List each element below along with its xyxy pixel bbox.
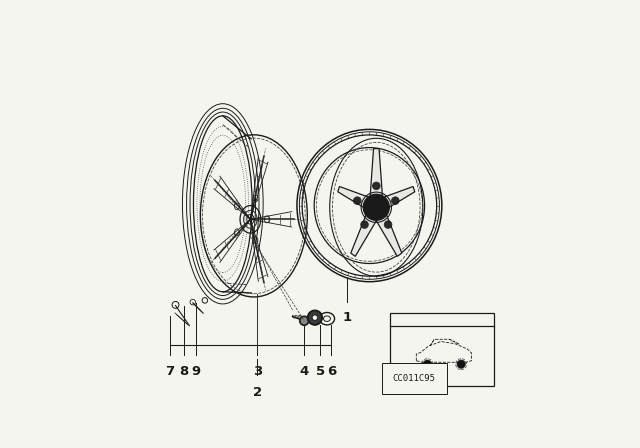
Circle shape (457, 360, 465, 368)
Circle shape (308, 311, 322, 324)
Text: 5: 5 (316, 365, 325, 378)
Polygon shape (369, 149, 383, 207)
Bar (390, 313, 493, 386)
Polygon shape (371, 203, 402, 256)
Text: 6: 6 (327, 365, 336, 378)
Circle shape (385, 221, 391, 228)
Circle shape (362, 221, 367, 228)
Text: 1: 1 (342, 311, 351, 324)
Circle shape (423, 360, 431, 368)
Text: 4: 4 (300, 365, 308, 378)
Text: 2: 2 (253, 386, 262, 399)
Circle shape (392, 198, 399, 204)
Circle shape (354, 198, 360, 204)
Text: 8: 8 (179, 365, 188, 378)
Circle shape (300, 317, 308, 325)
Polygon shape (374, 186, 415, 214)
Text: 9: 9 (191, 365, 200, 378)
Text: 7: 7 (166, 365, 175, 378)
Circle shape (312, 315, 317, 320)
Text: CC011C95: CC011C95 (393, 374, 436, 383)
Circle shape (373, 183, 380, 189)
Circle shape (363, 194, 389, 220)
Polygon shape (351, 203, 382, 256)
Text: 3: 3 (253, 365, 262, 378)
Polygon shape (338, 186, 378, 214)
